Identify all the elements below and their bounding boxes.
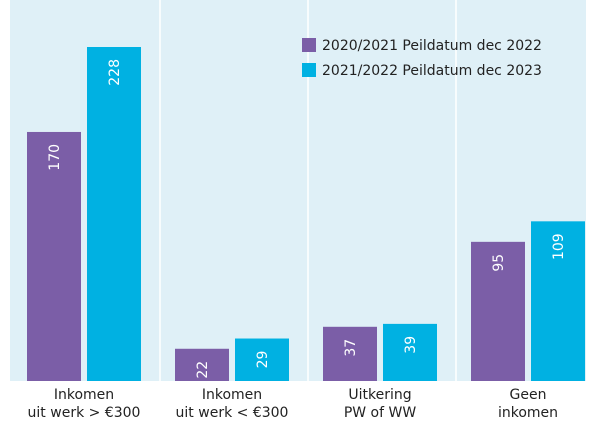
bar [383, 323, 437, 381]
x-tick-label: Inkomen [54, 387, 114, 403]
value-label: 109 [551, 233, 567, 260]
legend-swatch [302, 63, 316, 77]
bar [87, 47, 141, 381]
value-label: 29 [255, 351, 271, 369]
value-label: 22 [195, 361, 211, 379]
value-label: 95 [491, 254, 507, 272]
x-tick-label: Uitkering [348, 387, 411, 403]
bar [323, 326, 377, 381]
legend-swatch [302, 38, 316, 52]
legend-label: 2021/2022 Peildatum dec 2023 [322, 63, 542, 79]
value-label: 39 [403, 336, 419, 354]
bar [175, 348, 229, 381]
x-tick-label: Inkomen [202, 387, 262, 403]
x-tick-label: uit werk > €300 [28, 405, 141, 421]
x-tick-label: PW of WW [344, 405, 417, 421]
bar [471, 241, 525, 381]
bar [531, 221, 585, 381]
value-label: 228 [107, 59, 123, 86]
value-label: 37 [343, 339, 359, 357]
bar [235, 338, 289, 381]
x-tick-label: Geen [510, 387, 547, 403]
bar [27, 131, 81, 381]
x-tick-label: inkomen [498, 405, 558, 421]
value-label: 170 [47, 144, 63, 171]
legend-label: 2020/2021 Peildatum dec 2022 [322, 38, 542, 54]
x-tick-label: uit werk < €300 [176, 405, 289, 421]
